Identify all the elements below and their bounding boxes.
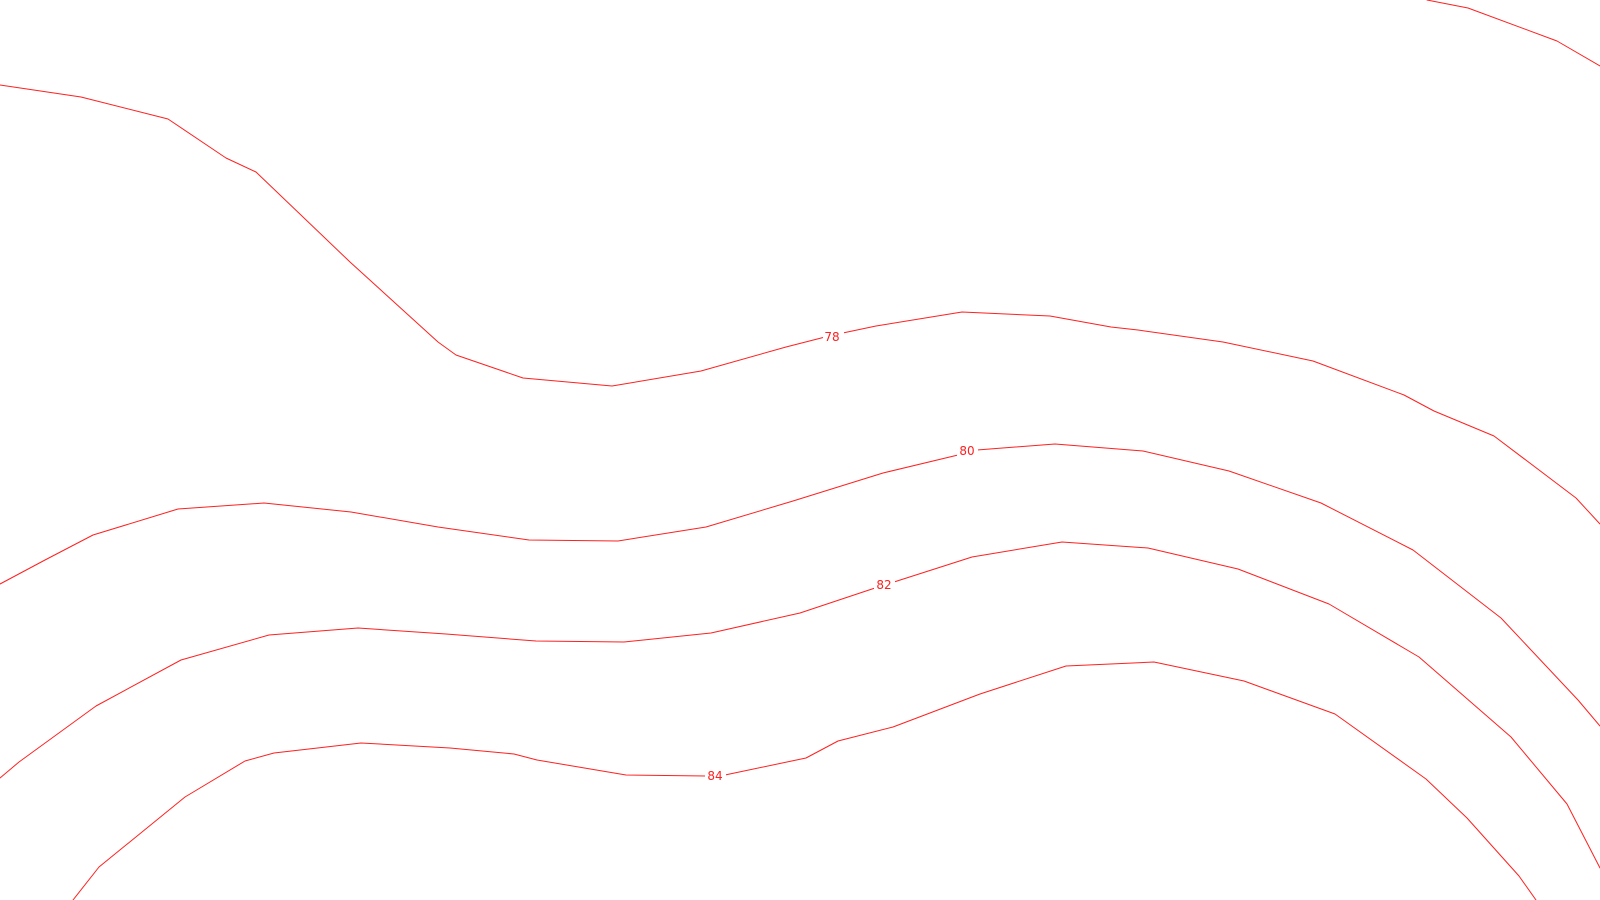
contour-84: 84 bbox=[72, 661, 1537, 900]
contour-line-82 bbox=[0, 587, 876, 779]
contour-label-82: 82 bbox=[876, 578, 891, 592]
contour-line-78-continued bbox=[837, 311, 1600, 525]
contour-label-80: 80 bbox=[959, 444, 974, 458]
contour-line-82-continued bbox=[893, 541, 1600, 869]
contour-line-84-continued bbox=[724, 661, 1537, 900]
contour-label-gap-82 bbox=[874, 577, 895, 591]
contour-label-gap-84 bbox=[705, 768, 726, 782]
contour-line-c76 bbox=[1426, 0, 1600, 67]
contour-label-84: 84 bbox=[707, 769, 722, 783]
contour-label-gap-78 bbox=[823, 329, 844, 343]
contour-line-78 bbox=[0, 84, 830, 387]
contour-label-78: 78 bbox=[824, 330, 839, 344]
contour-c76 bbox=[1426, 0, 1600, 67]
contour-line-80-continued bbox=[976, 443, 1600, 727]
contour-label-gap-80 bbox=[957, 443, 978, 457]
contour-78: 78 bbox=[0, 84, 1600, 525]
contour-82: 82 bbox=[0, 541, 1600, 869]
contour-line-80 bbox=[0, 454, 959, 585]
contour-80: 80 bbox=[0, 443, 1600, 727]
contour-line-84 bbox=[72, 742, 707, 900]
